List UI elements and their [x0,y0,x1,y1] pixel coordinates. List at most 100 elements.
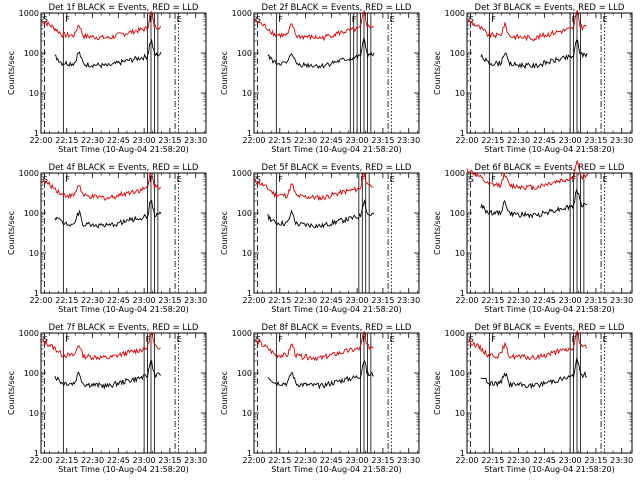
y-axis-label: Counts/sec [220,371,229,415]
y-tick-label: 1000 [232,169,252,178]
x-axis-label: Start Time (10-Aug-04 21:58:20) [484,305,615,314]
events-series-line [54,38,162,69]
x-axis-label: Start Time (10-Aug-04 21:58:20) [58,465,189,474]
x-tick-label: 22:45 [320,456,343,465]
panel-det-1: Det 1f BLACK = Events, RED = LLD 1 10 100 10… [7,3,207,154]
marker-label-f: F [491,335,496,344]
x-tick-label: 22:00 [242,296,265,305]
y-tick-label: 100 [450,369,465,378]
x-tick-label: 22:30 [81,296,104,305]
x-tick-label: 23:30 [610,456,633,465]
x-axis-label: Start Time (10-Aug-04 21:58:20) [58,145,189,154]
panel-title: Det 9f BLACK = Events, RED = LLD [475,323,625,333]
y-tick-label: 100 [24,49,39,58]
x-tick-label: 22:15 [55,296,78,305]
x-tick-label: 23:30 [610,136,633,145]
x-tick-label: 23:15 [584,456,607,465]
y-axis-label: Counts/sec [7,51,16,95]
x-tick-label: 22:30 [507,296,530,305]
x-tick-label: 23:15 [584,296,607,305]
panel-title: Det 4f BLACK = Events, RED = LLD [49,163,199,173]
x-tick-label: 22:30 [294,136,317,145]
marker-label-f: F [278,175,283,184]
marker-label-e: E [177,15,182,24]
marker-label-e: E [390,175,395,184]
y-tick-label: 100 [237,369,252,378]
x-tick-label: 22:00 [29,296,52,305]
y-tick-label: 1 [34,289,39,298]
x-tick-label: 22:30 [81,456,104,465]
panel-title: Det 8f BLACK = Events, RED = LLD [262,323,412,333]
lld-series-line [41,10,161,41]
x-tick-label: 23:00 [559,136,582,145]
x-tick-label: 22:30 [294,456,317,465]
marker-label-f: F [572,335,577,344]
panel-title: Det 7f BLACK = Events, RED = LLD [49,323,199,333]
marker-label-f: F [149,175,154,184]
x-axis-label: Start Time (10-Aug-04 21:58:20) [58,305,189,314]
y-tick-label: 100 [24,369,39,378]
x-tick-label: 23:30 [397,136,420,145]
panel-title: Det 2f BLACK = Events, RED = LLD [262,3,412,13]
x-tick-label: 23:30 [610,296,633,305]
x-tick-label: 22:45 [320,136,343,145]
lld-series-line [254,9,374,42]
lld-series-line [467,329,587,361]
y-axis-label: Counts/sec [220,211,229,255]
x-tick-label: 22:00 [242,136,265,145]
marker-label-e: E [603,335,608,344]
y-tick-label: 1 [247,289,252,298]
marker-label-f: F [491,175,496,184]
y-tick-label: 1 [460,289,465,298]
events-series-line [480,356,588,390]
events-series-line [267,199,375,229]
x-axis-label: Start Time (10-Aug-04 21:58:20) [484,465,615,474]
marker-label-s: S [43,175,48,184]
x-tick-label: 23:15 [371,296,394,305]
x-tick-label: 23:00 [133,456,156,465]
y-tick-label: 10 [242,249,252,258]
x-tick-label: 23:30 [397,456,420,465]
x-tick-label: 22:15 [268,136,291,145]
y-axis-label: Counts/sec [433,51,442,95]
marker-label-f: F [278,15,283,24]
x-tick-label: 22:45 [107,136,130,145]
y-tick-label: 1000 [445,169,465,178]
x-tick-label: 22:45 [533,456,556,465]
lld-series-line [467,10,587,42]
y-tick-label: 1 [34,129,39,138]
x-tick-label: 22:45 [533,136,556,145]
marker-label-f: F [360,175,365,184]
panel-det-8: Det 8f BLACK = Events, RED = LLD 1 10 100 10… [220,323,420,474]
x-tick-label: 22:00 [29,136,52,145]
marker-label-s: S [43,335,48,344]
x-tick-label: 22:30 [81,136,104,145]
panel-det-3: Det 3f BLACK = Events, RED = LLD 1 10 100 10… [433,3,633,154]
panel-title: Det 5f BLACK = Events, RED = LLD [262,163,412,173]
x-tick-label: 22:00 [29,456,52,465]
x-tick-label: 22:30 [507,136,530,145]
x-tick-label: 22:45 [533,296,556,305]
panel-det-2: Det 2f BLACK = Events, RED = LLD 1 10 100 10… [220,3,420,154]
x-tick-label: 22:30 [294,296,317,305]
events-series-line [480,188,588,219]
x-tick-label: 22:30 [507,456,530,465]
x-tick-label: 22:15 [481,296,504,305]
plot-frame [253,172,420,294]
y-tick-label: 1 [460,449,465,458]
y-tick-label: 1000 [19,329,39,338]
x-tick-label: 23:30 [184,456,207,465]
x-tick-label: 22:00 [455,296,478,305]
x-tick-label: 23:30 [397,296,420,305]
marker-label-f: F [65,335,70,344]
plot-frame [253,332,420,454]
marker-label-e: E [603,15,608,24]
y-tick-label: 100 [237,49,252,58]
x-tick-label: 23:15 [158,456,181,465]
y-tick-label: 10 [242,89,252,98]
marker-label-e: E [390,335,395,344]
x-tick-label: 22:15 [55,456,78,465]
marker-label-f: F [352,15,357,24]
y-tick-label: 1 [247,129,252,138]
